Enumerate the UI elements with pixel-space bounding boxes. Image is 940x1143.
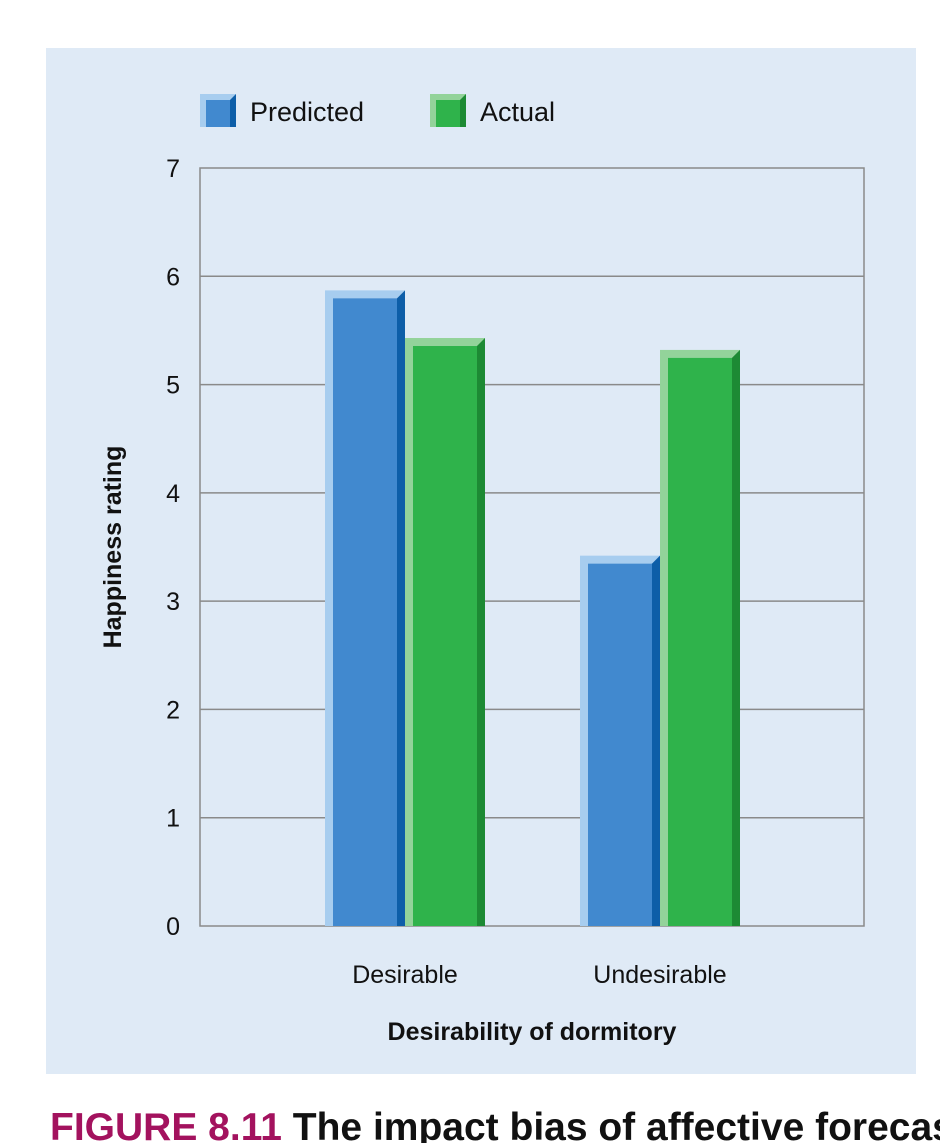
legend-swatch	[436, 100, 460, 127]
y-tick-label: 0	[166, 913, 180, 941]
x-axis-label: Desirability of dormitory	[388, 1018, 677, 1046]
plot-area	[199, 167, 865, 927]
figure-caption-text: The impact bias of affective forecasting	[292, 1106, 940, 1143]
legend-swatch-side	[230, 94, 236, 127]
legend-item-actual: Actual	[430, 94, 555, 127]
y-tick-label: 3	[166, 588, 180, 616]
y-tick-label: 1	[166, 805, 180, 833]
legend-swatch	[206, 100, 230, 127]
bar-predicted-undesirable	[580, 555, 660, 926]
bar	[413, 346, 477, 927]
figure-label: FIGURE 8.11	[50, 1106, 282, 1143]
y-tick-label: 4	[166, 480, 180, 508]
bar	[333, 298, 397, 926]
x-tick-label: Desirable	[352, 961, 458, 989]
figure-caption: FIGURE 8.11 The impact bias of affective…	[50, 1098, 940, 1143]
bar-side	[397, 290, 405, 926]
legend-label: Actual	[480, 97, 555, 127]
bar-side	[732, 349, 740, 926]
bar-side	[477, 338, 485, 927]
y-tick-label: 2	[166, 696, 180, 724]
bar-side	[652, 555, 660, 926]
legend-swatch-side	[460, 94, 466, 127]
y-tick-label: 5	[166, 372, 180, 400]
y-tick-label: 6	[166, 263, 180, 291]
y-axis-label: Happiness rating	[99, 446, 127, 649]
x-tick-label: Undesirable	[593, 961, 726, 989]
bar	[588, 563, 652, 926]
legend-item-predicted: Predicted	[200, 94, 364, 127]
legend-label: Predicted	[250, 97, 364, 127]
bar	[668, 357, 732, 926]
bar-predicted-desirable	[325, 290, 405, 926]
y-tick-label: 7	[166, 155, 180, 183]
bar-actual-desirable	[405, 338, 485, 927]
bar-actual-undesirable	[660, 349, 740, 926]
